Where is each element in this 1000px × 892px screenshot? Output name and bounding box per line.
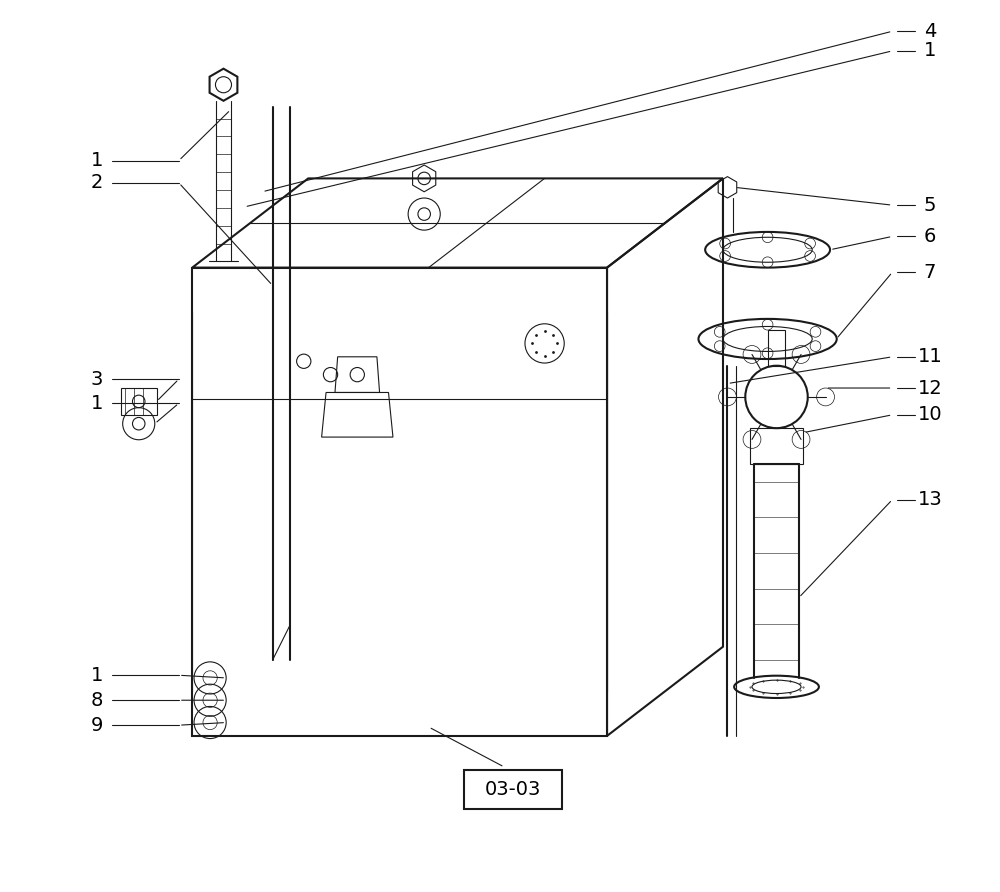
Text: 12: 12 xyxy=(918,378,942,398)
Text: 6: 6 xyxy=(924,227,936,246)
Text: 1: 1 xyxy=(91,665,103,685)
Text: 11: 11 xyxy=(918,347,942,367)
Text: 4: 4 xyxy=(924,21,936,41)
Bar xyxy=(768,330,785,366)
Text: 13: 13 xyxy=(918,490,942,509)
Bar xyxy=(121,388,157,415)
Text: 1: 1 xyxy=(91,151,103,170)
Text: 10: 10 xyxy=(918,405,942,425)
Text: 7: 7 xyxy=(924,262,936,282)
Text: 2: 2 xyxy=(91,173,103,193)
Text: 03-03: 03-03 xyxy=(485,780,542,799)
Text: 8: 8 xyxy=(91,690,103,710)
Text: 9: 9 xyxy=(91,715,103,735)
Text: 3: 3 xyxy=(91,369,103,389)
Text: 1: 1 xyxy=(91,393,103,413)
Bar xyxy=(750,428,803,464)
Text: 5: 5 xyxy=(924,195,936,215)
Text: 1: 1 xyxy=(924,41,936,61)
